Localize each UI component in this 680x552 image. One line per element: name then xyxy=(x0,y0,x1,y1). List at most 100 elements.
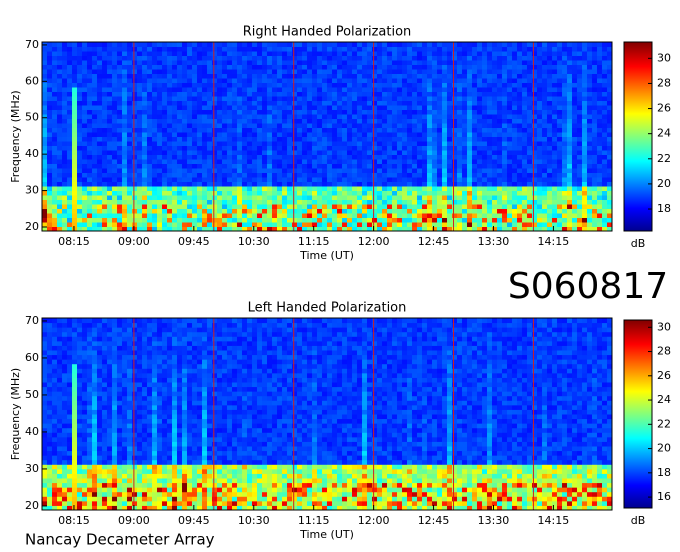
spectrogram-cell xyxy=(92,154,98,160)
spectrogram-cell xyxy=(167,136,173,142)
spectrogram-cell xyxy=(502,127,508,133)
spectrogram-cell xyxy=(57,159,63,164)
spectrogram-cell xyxy=(422,73,428,79)
spectrogram-cell xyxy=(292,136,298,142)
spectrogram-cell xyxy=(247,114,253,119)
spectrogram-cell xyxy=(392,159,398,164)
spectrogram-cell xyxy=(392,73,398,79)
spectrogram-cell xyxy=(407,91,413,97)
spectrogram-cell xyxy=(602,154,608,160)
spectrogram-cell xyxy=(402,226,408,232)
spectrogram-cell xyxy=(552,186,558,191)
spectrogram-cell xyxy=(507,100,513,106)
spectrogram-cell xyxy=(187,46,193,52)
spectrogram-cell xyxy=(87,114,93,119)
spectrogram-cell xyxy=(542,69,548,74)
spectrogram-cell xyxy=(467,226,473,232)
spectrogram-cell xyxy=(587,226,593,232)
spectrogram-cell xyxy=(62,168,68,173)
spectrogram-cell xyxy=(132,217,138,223)
spectrogram-cell xyxy=(402,132,408,137)
spectrogram-cell xyxy=(472,46,478,52)
spectrogram-cell xyxy=(92,181,98,187)
spectrogram-cell xyxy=(452,82,458,88)
spectrogram-cell xyxy=(427,42,433,47)
spectrogram-cell xyxy=(527,127,533,133)
spectrogram-cell xyxy=(102,172,108,178)
spectrogram-cell xyxy=(117,118,123,124)
spectrogram-cell xyxy=(492,114,498,119)
spectrogram-cell xyxy=(517,163,523,169)
spectrogram-cell xyxy=(232,60,238,65)
spectrogram-cell xyxy=(132,186,138,191)
spectrogram-cell xyxy=(42,359,48,365)
spectrogram-cell xyxy=(602,51,608,56)
spectrogram-cell xyxy=(602,82,608,88)
spectrogram-cell xyxy=(52,100,58,106)
spectrogram-cell xyxy=(572,186,578,191)
spectrogram-cell xyxy=(407,163,413,169)
spectrogram-cell xyxy=(597,195,603,200)
spectrogram-cell xyxy=(272,118,278,124)
spectrogram-cell xyxy=(587,159,593,164)
spectrogram-cell xyxy=(442,78,448,83)
spectrogram-cell xyxy=(337,136,343,142)
spectrogram-cell xyxy=(412,222,418,227)
spectrogram-cell xyxy=(77,163,83,169)
spectrogram-cell xyxy=(127,60,133,65)
spectrogram-cell xyxy=(547,222,553,227)
spectrogram-cell xyxy=(282,60,288,65)
spectrogram-cell xyxy=(262,69,268,74)
spectrogram-cell xyxy=(497,159,503,164)
spectrogram-cell xyxy=(207,100,213,106)
spectrogram-cell xyxy=(302,217,308,223)
spectrogram-cell xyxy=(577,96,583,101)
spectrogram-cell xyxy=(567,109,573,115)
spectrogram-cell xyxy=(52,318,58,324)
spectrogram-cell xyxy=(127,150,133,155)
spectrogram-cell xyxy=(117,217,123,223)
spectrogram-cell xyxy=(422,145,428,151)
spectrogram-cell xyxy=(297,141,303,146)
spectrogram-cell xyxy=(487,195,493,200)
spectrogram-cell xyxy=(107,204,113,209)
spectrogram-cell xyxy=(447,109,453,115)
spectrogram-cell xyxy=(532,226,538,232)
spectrogram-cell xyxy=(272,150,278,155)
spectrogram-cell xyxy=(427,87,433,92)
spectrogram-cell xyxy=(542,222,548,227)
spectrogram-cell xyxy=(467,60,473,65)
spectrogram-cell xyxy=(77,60,83,65)
spectrogram-cell xyxy=(237,69,243,74)
spectrogram-cell xyxy=(257,87,263,92)
spectrogram-cell xyxy=(382,145,388,151)
spectrogram-cell xyxy=(242,177,248,182)
spectrogram-cell xyxy=(132,177,138,182)
spectrogram-cell xyxy=(367,150,373,155)
spectrogram-cell xyxy=(182,123,188,128)
spectrogram-cell xyxy=(202,154,208,160)
spectrogram-cell xyxy=(517,190,523,196)
spectrogram-cell xyxy=(192,118,198,124)
spectrogram-cell xyxy=(67,181,73,187)
spectrogram-cell xyxy=(417,136,423,142)
spectrogram-cell xyxy=(272,100,278,106)
spectrogram-cell xyxy=(142,123,148,128)
spectrogram-cell xyxy=(497,199,503,205)
spectrogram-cell xyxy=(217,226,223,232)
spectrogram-cell xyxy=(277,127,283,133)
spectrogram-cell xyxy=(467,118,473,124)
spectrogram-cell xyxy=(57,127,63,133)
spectrogram-cell xyxy=(242,150,248,155)
spectrogram-cell xyxy=(572,114,578,119)
spectrogram-cell xyxy=(237,64,243,70)
spectrogram-cell xyxy=(347,213,353,218)
spectrogram-cell xyxy=(102,213,108,218)
spectrogram-cell xyxy=(492,195,498,200)
spectrogram-cell xyxy=(607,177,613,182)
spectrogram-cell xyxy=(472,154,478,160)
spectrogram-cell xyxy=(57,418,63,424)
spectrogram-cell xyxy=(302,114,308,119)
spectrogram-cell xyxy=(392,163,398,169)
spectrogram-cell xyxy=(157,159,163,164)
